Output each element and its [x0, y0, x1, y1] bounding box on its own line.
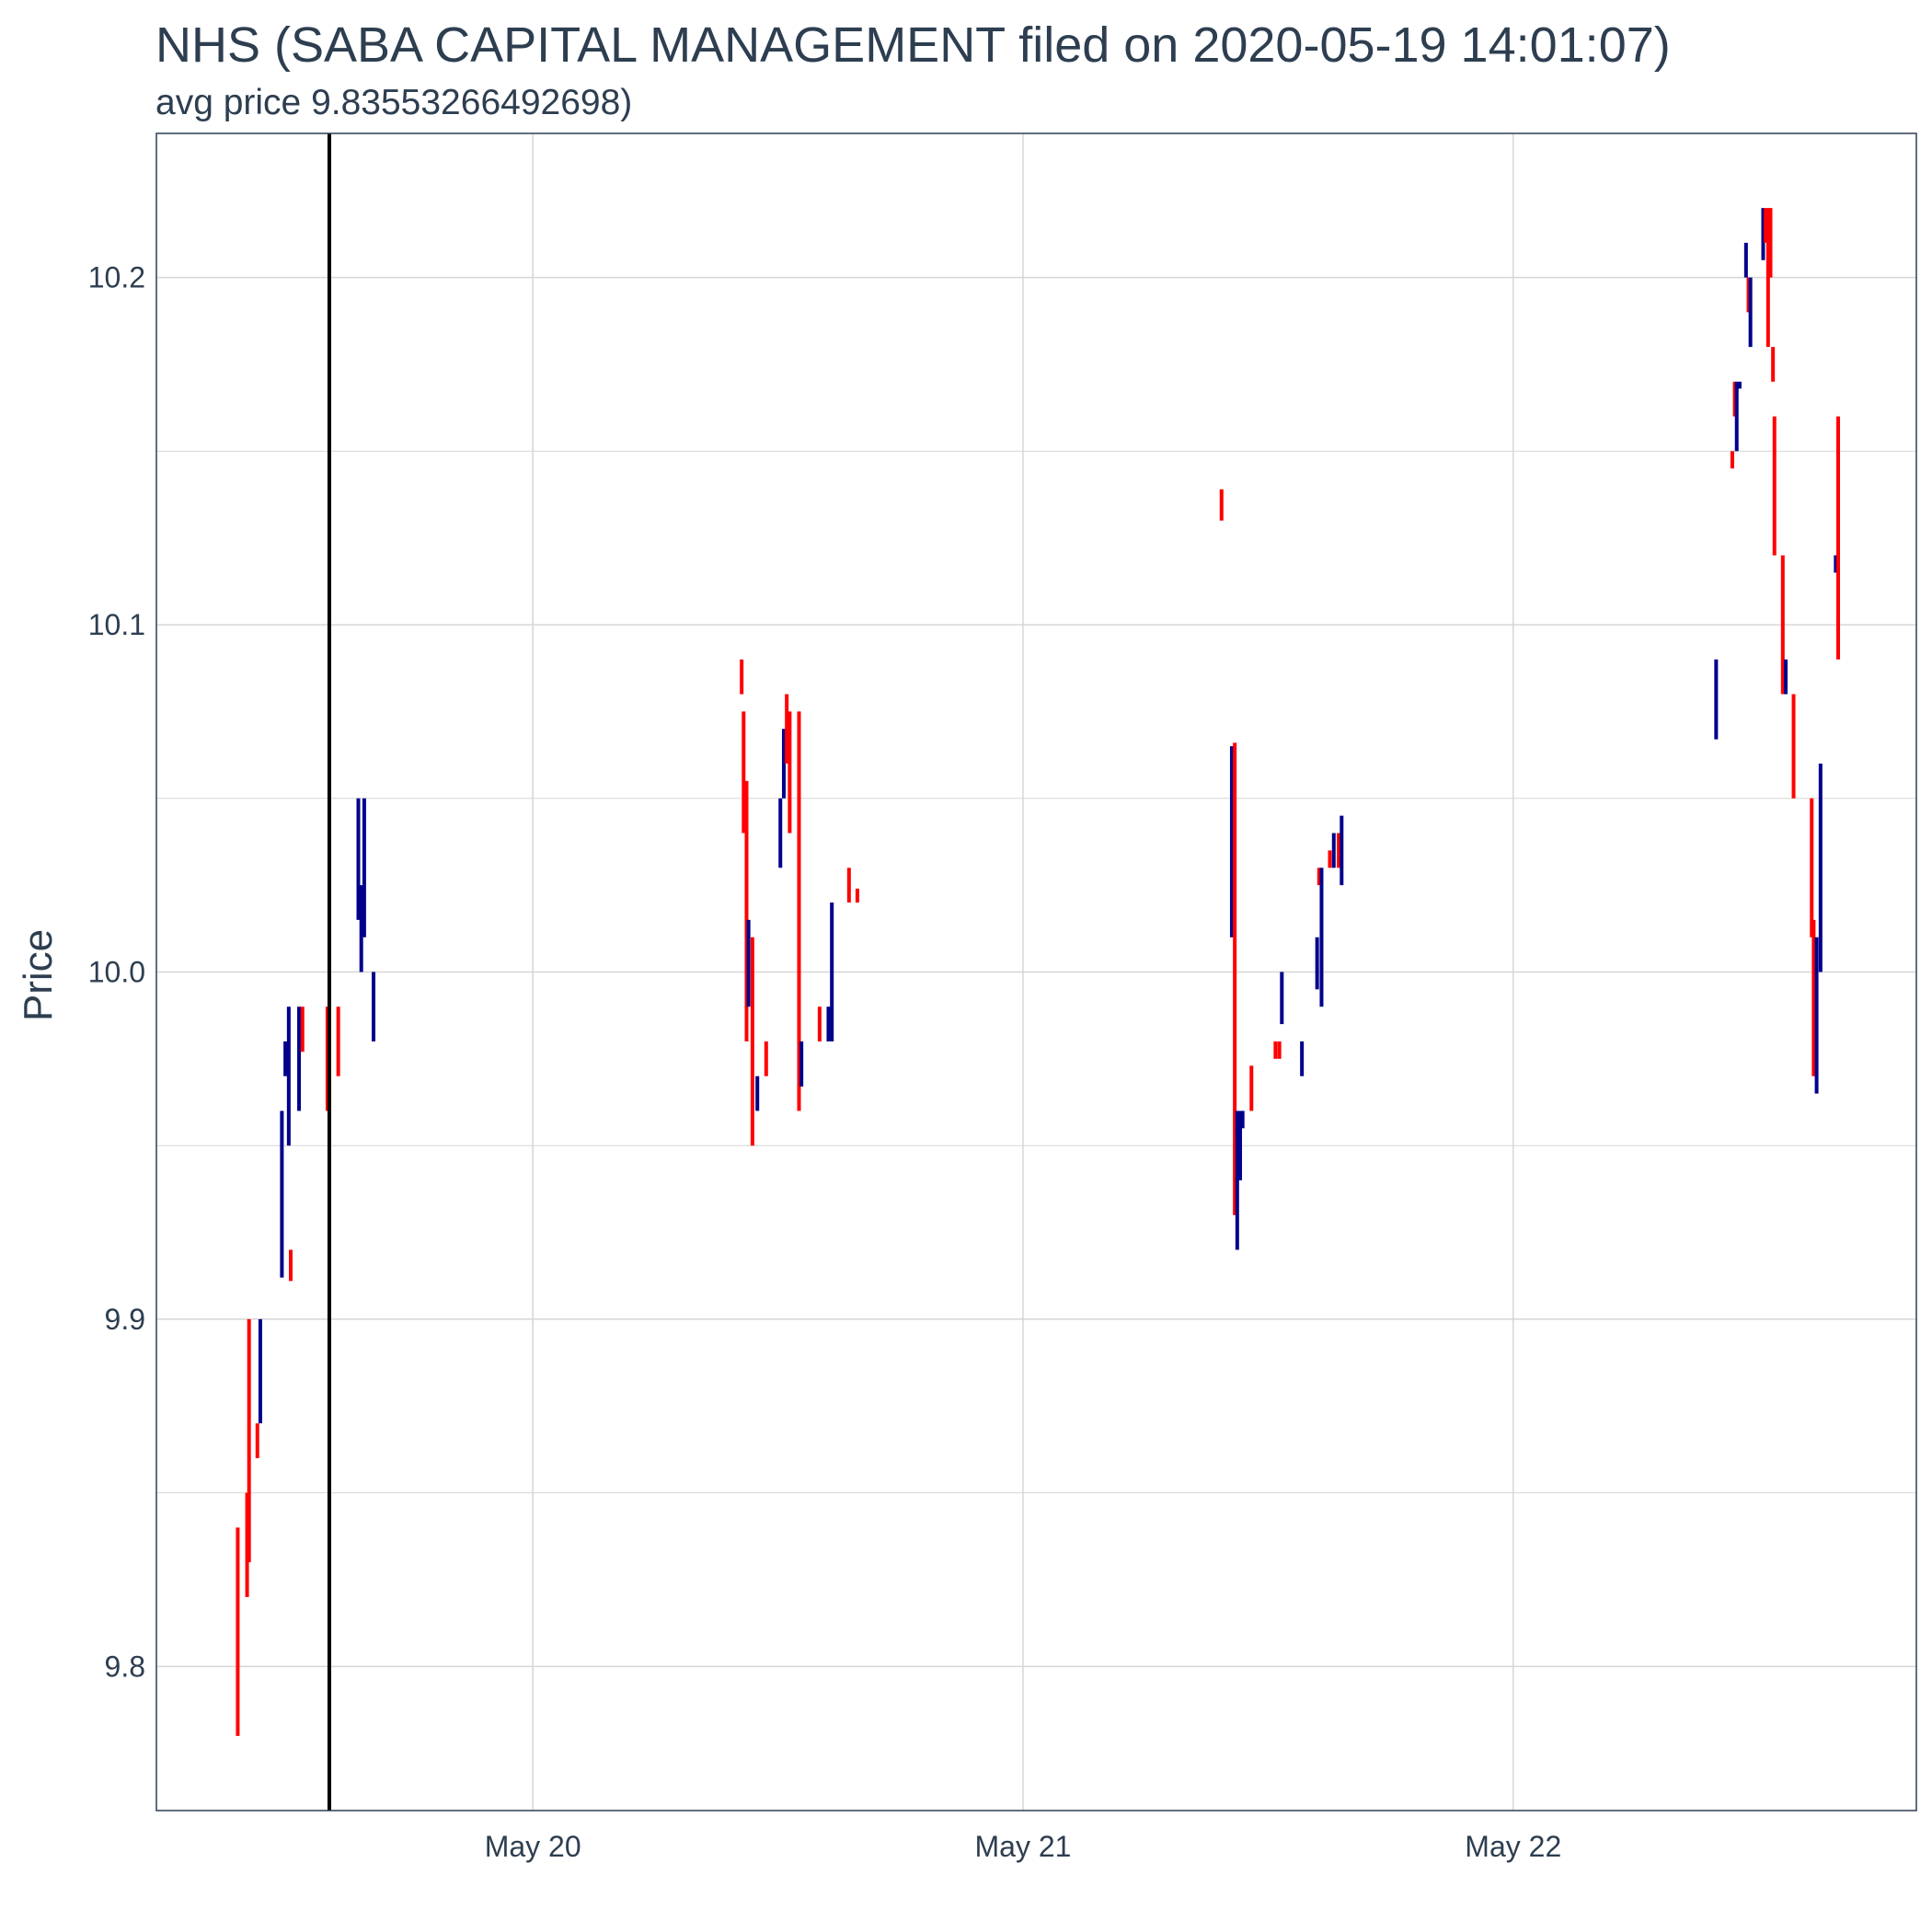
plot-panel-border	[155, 132, 1917, 1811]
x-axis-ticks: May 20 May 21 May 22	[485, 1830, 1562, 1863]
grid-lines	[156, 133, 1916, 1811]
y-tick-label: 10.1	[88, 608, 145, 641]
y-tick-label: 9.9	[105, 1303, 145, 1336]
y-tick-label: 10.0	[88, 956, 145, 989]
x-tick-label: May 21	[975, 1830, 1072, 1863]
x-tick-label: May 20	[485, 1830, 581, 1863]
y-axis-ticks: 9.8 9.9 10.0 10.1 10.2	[88, 261, 145, 1684]
y-tick-label: 10.2	[88, 261, 145, 294]
x-tick-label: May 22	[1465, 1830, 1561, 1863]
y-tick-label: 9.8	[105, 1650, 145, 1683]
candles	[236, 208, 1841, 1736]
chart-title: NHS (SABA CAPITAL MANAGEMENT filed on 20…	[155, 17, 1671, 73]
chart-subtitle: avg price 9.83553266492698)	[155, 83, 633, 122]
